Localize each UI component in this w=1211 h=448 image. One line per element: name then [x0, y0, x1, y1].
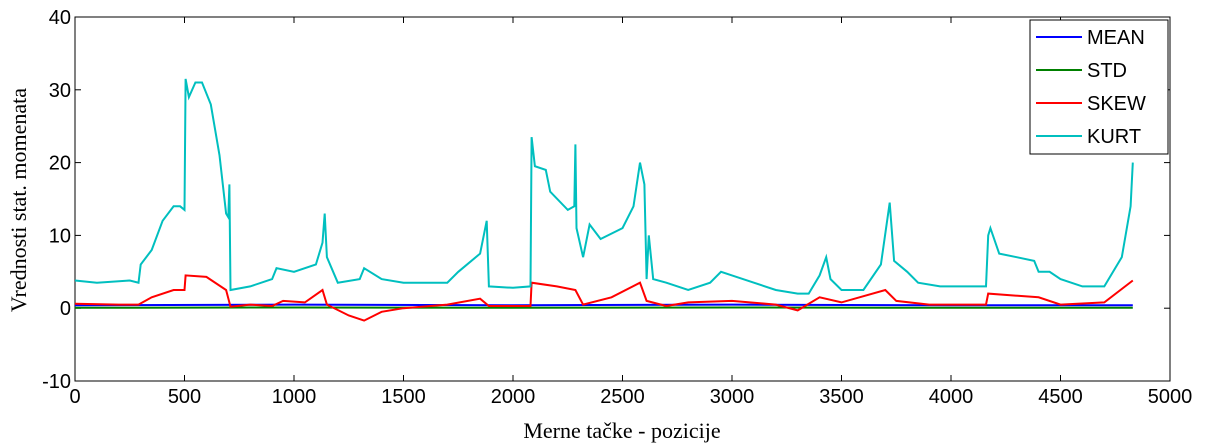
- x-tick-label: 3000: [710, 386, 755, 408]
- legend-label: KURT: [1087, 126, 1141, 148]
- y-tick-label: 10: [49, 225, 71, 247]
- series-line: [74, 78, 1134, 295]
- y-axis-label: Vrednosti stat. momenata: [6, 88, 31, 312]
- x-tick-label: 5000: [1148, 386, 1193, 408]
- x-tick-label: 1000: [272, 386, 317, 408]
- series-line: [74, 274, 1134, 322]
- y-tick-label: 30: [49, 80, 71, 102]
- y-tick-label: 40: [49, 7, 71, 29]
- legend-label: STD: [1087, 60, 1127, 82]
- x-tick-label: 4000: [929, 386, 974, 408]
- x-tick-label: 500: [168, 386, 201, 408]
- legend-label: SKEW: [1087, 93, 1146, 115]
- legend-label: MEAN: [1087, 27, 1145, 49]
- y-tick-label: 20: [49, 153, 71, 175]
- y-tick-label: -10: [42, 371, 71, 393]
- x-tick-label: 2000: [491, 386, 536, 408]
- x-tick-label: 2500: [600, 386, 645, 408]
- x-tick-label: 1500: [381, 386, 426, 408]
- y-tick-label: 0: [60, 298, 71, 320]
- legend: [1029, 19, 1169, 155]
- plot-area: [74, 16, 1171, 382]
- x-tick-label: 0: [69, 386, 80, 408]
- x-axis-label: Merne tačke - pozicije: [523, 418, 720, 443]
- x-tick-label: 4500: [1038, 386, 1083, 408]
- x-tick-label: 3500: [819, 386, 864, 408]
